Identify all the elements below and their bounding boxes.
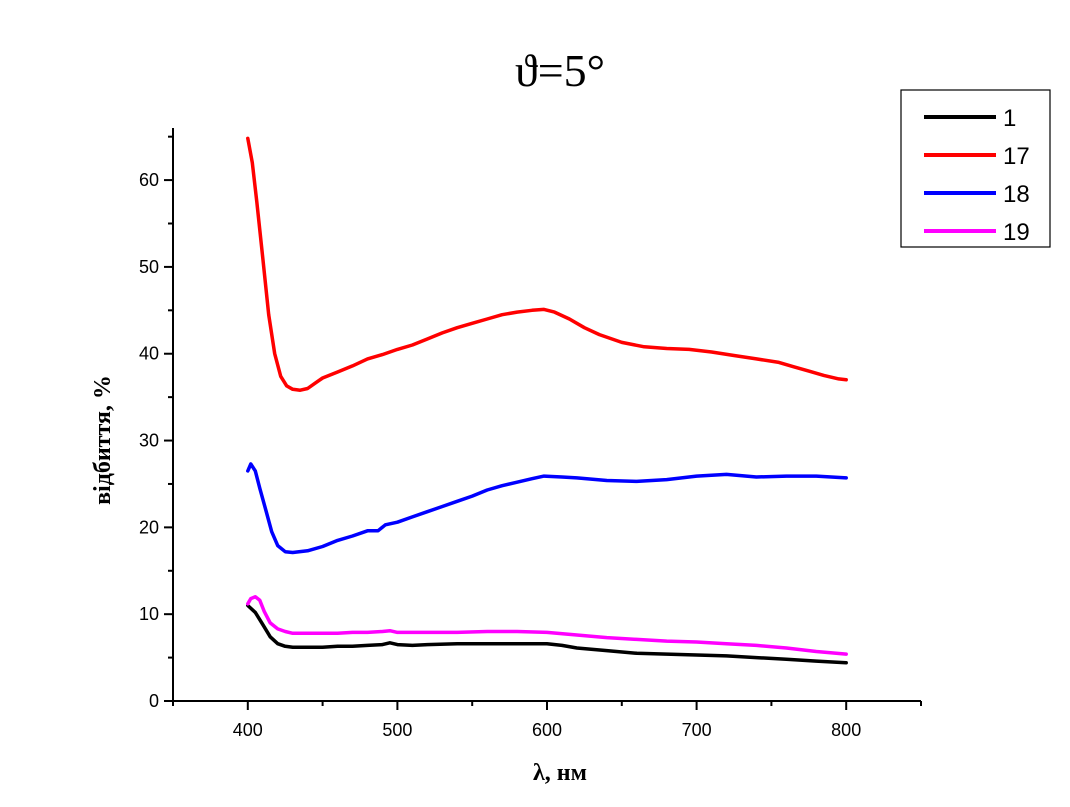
legend-label-1: 1 xyxy=(1003,105,1016,132)
y-tick-label: 30 xyxy=(139,431,159,451)
x-tick-label: 500 xyxy=(382,720,412,740)
x-axis-label: λ, нм xyxy=(533,760,587,786)
series-line-17 xyxy=(246,136,848,392)
chart-title: ϑ=5° xyxy=(515,45,605,96)
series-layer xyxy=(246,136,848,665)
y-tick-label: 0 xyxy=(149,691,159,711)
series-line-1 xyxy=(246,603,848,665)
y-tick-label: 60 xyxy=(139,170,159,190)
y-tick-label: 50 xyxy=(139,257,159,277)
x-tick-label: 800 xyxy=(831,720,861,740)
legend-label-17: 17 xyxy=(1003,143,1030,170)
y-tick-label: 20 xyxy=(139,517,159,537)
legend-label-19: 19 xyxy=(1003,219,1030,246)
x-tick-label: 600 xyxy=(532,720,562,740)
axes: 400 500 600 700 800 0 10 20 30 40 50 60 xyxy=(139,128,922,740)
series-line-18 xyxy=(246,462,848,555)
x-tick-label: 700 xyxy=(682,720,712,740)
x-tick-label: 400 xyxy=(233,720,263,740)
y-tick-label: 10 xyxy=(139,604,159,624)
legend: 1 17 18 19 xyxy=(900,89,1051,248)
y-axis-label: відбиття, % xyxy=(90,375,116,505)
legend-label-18: 18 xyxy=(1003,181,1030,208)
series-line-19 xyxy=(246,595,848,656)
y-tick-label: 40 xyxy=(139,344,159,364)
